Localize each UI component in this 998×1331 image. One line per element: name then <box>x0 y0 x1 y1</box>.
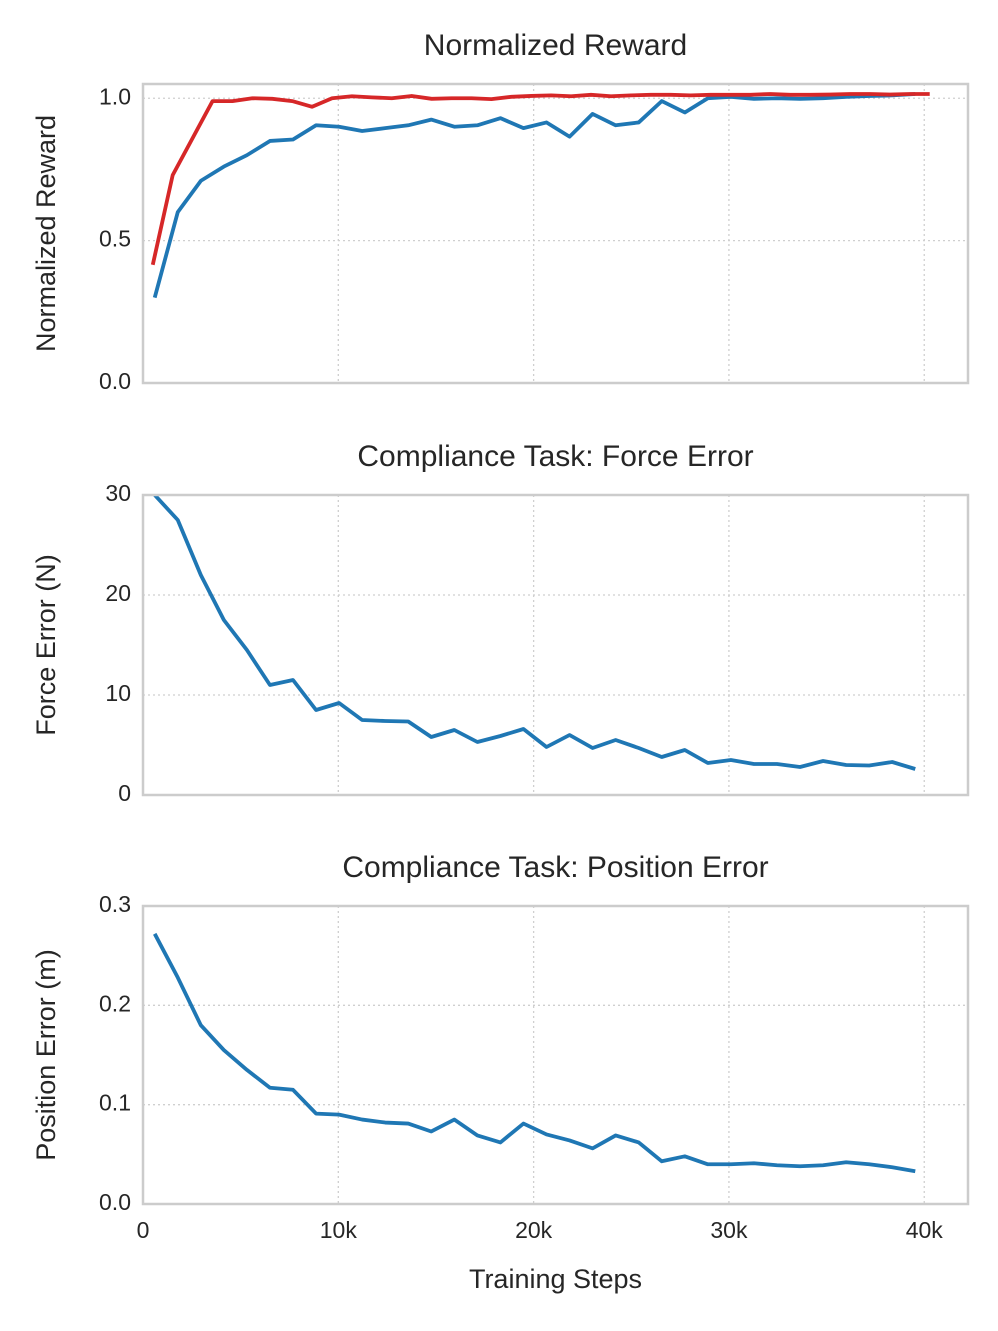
y-tick-label: 0.1 <box>99 1090 131 1116</box>
x-tick-label: 0 <box>137 1217 150 1243</box>
subplot-title: Compliance Task: Force Error <box>357 440 753 473</box>
subplot-title: Normalized Reward <box>424 29 687 62</box>
series-line <box>153 495 916 771</box>
y-tick-label: 1.0 <box>99 83 131 109</box>
y-tick-label: 30 <box>105 480 131 506</box>
y-tick-label: 0.5 <box>99 226 131 252</box>
y-tick-label: 0.2 <box>99 990 131 1016</box>
series-line <box>150 92 930 266</box>
x-tick-label: 30k <box>710 1217 748 1243</box>
y-tick-label: 20 <box>105 580 131 606</box>
x-axis-label: Training Steps <box>469 1264 642 1294</box>
axes-frame <box>141 82 970 385</box>
axes-frame <box>141 493 970 797</box>
y-axis-label: Position Error (m) <box>31 949 61 1161</box>
y-tick-label: 0.0 <box>99 1189 131 1215</box>
subplot-title: Compliance Task: Position Error <box>342 851 768 884</box>
y-axis-label: Force Error (N) <box>31 554 61 736</box>
y-tick-label: 0.3 <box>99 891 131 917</box>
axes-frame <box>141 904 970 1206</box>
x-tick-label: 20k <box>515 1217 553 1243</box>
series-line <box>153 932 916 1174</box>
y-tick-label: 0.0 <box>99 368 131 394</box>
series-line <box>152 92 916 299</box>
x-tick-label: 10k <box>320 1217 358 1243</box>
y-tick-label: 0 <box>118 780 131 806</box>
y-tick-label: 10 <box>105 680 131 706</box>
x-tick-label: 40k <box>906 1217 944 1243</box>
y-axis-label: Normalized Reward <box>31 115 61 352</box>
